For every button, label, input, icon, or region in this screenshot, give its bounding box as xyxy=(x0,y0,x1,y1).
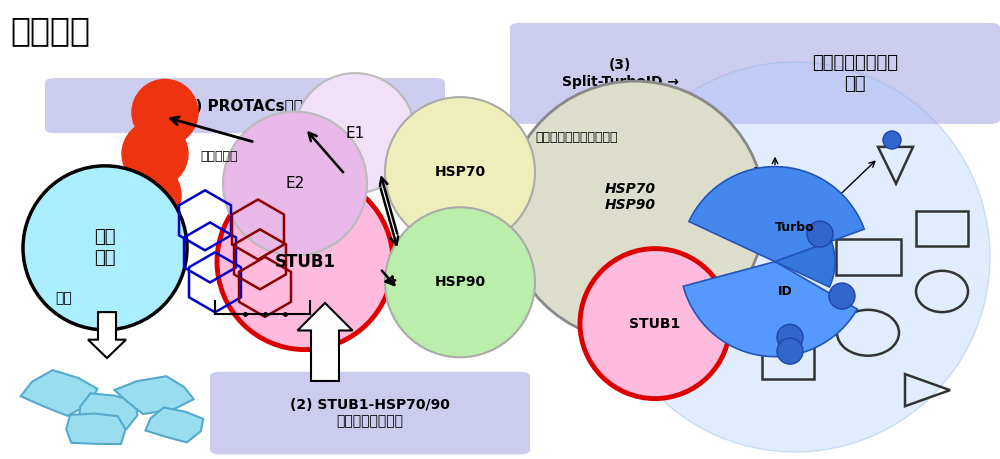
Text: HSP70
HSP90: HSP70 HSP90 xyxy=(604,182,656,213)
Ellipse shape xyxy=(777,338,803,364)
Text: HSP90: HSP90 xyxy=(434,275,486,289)
Ellipse shape xyxy=(807,221,833,247)
FancyArrow shape xyxy=(298,303,353,381)
Ellipse shape xyxy=(295,73,415,193)
Ellipse shape xyxy=(600,62,990,452)
Text: E1: E1 xyxy=(345,126,365,140)
FancyBboxPatch shape xyxy=(45,78,445,133)
Text: 分解: 分解 xyxy=(55,291,72,305)
Ellipse shape xyxy=(223,112,367,256)
Polygon shape xyxy=(79,393,137,429)
Polygon shape xyxy=(683,262,857,357)
Polygon shape xyxy=(145,408,203,442)
Ellipse shape xyxy=(217,174,393,350)
Ellipse shape xyxy=(580,249,730,398)
Bar xyxy=(836,239,901,275)
Text: Turbo: Turbo xyxy=(775,221,815,234)
Text: STUB1: STUB1 xyxy=(274,252,336,271)
Polygon shape xyxy=(775,241,835,287)
Ellipse shape xyxy=(115,162,181,228)
Ellipse shape xyxy=(385,97,535,247)
Text: (1) PROTACsの作製: (1) PROTACsの作製 xyxy=(178,98,312,113)
Text: (2) STUB1-HSP70/90
結合調節薬の探索: (2) STUB1-HSP70/90 結合調節薬の探索 xyxy=(290,398,450,428)
Text: 研究計画: 研究計画 xyxy=(10,14,90,47)
Text: 標的
分子: 標的 分子 xyxy=(94,229,116,267)
FancyBboxPatch shape xyxy=(510,23,1000,124)
Text: 10 nM: 10 nM xyxy=(753,167,787,177)
Ellipse shape xyxy=(883,131,901,149)
FancyBboxPatch shape xyxy=(210,372,530,454)
Ellipse shape xyxy=(829,283,855,309)
Polygon shape xyxy=(114,376,194,414)
Polygon shape xyxy=(21,370,97,416)
Text: 周囲の分子をビオチン化: 周囲の分子をビオチン化 xyxy=(535,131,618,144)
Ellipse shape xyxy=(122,121,188,187)
Ellipse shape xyxy=(385,207,535,357)
Text: (3)
Split-TurboID →: (3) Split-TurboID → xyxy=(562,58,678,89)
Bar xyxy=(916,211,968,246)
Text: STUB1: STUB1 xyxy=(629,317,681,330)
Ellipse shape xyxy=(132,79,198,146)
Text: ID: ID xyxy=(778,285,792,298)
Ellipse shape xyxy=(117,202,183,269)
Bar xyxy=(762,347,814,379)
Text: ユビキチン: ユビキチン xyxy=(200,150,238,162)
Text: E2: E2 xyxy=(285,176,305,191)
Ellipse shape xyxy=(23,166,187,330)
Ellipse shape xyxy=(505,81,765,341)
FancyArrow shape xyxy=(88,312,126,358)
Text: インタラクトーム
解析: インタラクトーム 解析 xyxy=(812,54,898,93)
Ellipse shape xyxy=(777,325,803,350)
Polygon shape xyxy=(66,414,125,444)
Text: HSP70: HSP70 xyxy=(434,165,486,179)
Polygon shape xyxy=(689,167,864,262)
